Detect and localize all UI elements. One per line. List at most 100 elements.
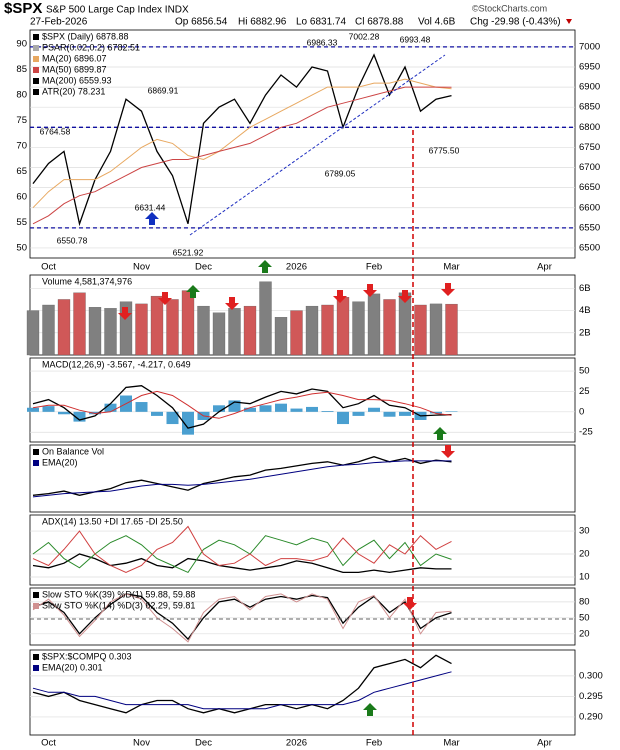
y-tick-label: 6650	[579, 182, 600, 193]
histogram-bar	[213, 405, 225, 412]
series-line	[32, 535, 452, 574]
y-tick-label: 50	[579, 366, 590, 377]
x-tick-label: Oct	[41, 262, 56, 273]
y-tick-label: 0	[579, 406, 584, 417]
histogram-bar	[445, 411, 458, 412]
date: 27-Feb-2026	[30, 17, 88, 28]
sell-arrow	[441, 283, 455, 296]
series-line	[32, 456, 452, 496]
x-tick-label: Mar	[443, 262, 459, 273]
legend-label: Slow STO %K(39) %D(1) 59.88, 59.88	[42, 589, 195, 599]
y-tick-label: 4B	[579, 305, 591, 316]
x-tick-label: 2026	[286, 262, 307, 273]
price-annotation: 6775.50	[429, 145, 460, 155]
histogram-bar	[244, 407, 256, 412]
price-annotation: 6521.92	[173, 247, 204, 257]
volume-bar	[181, 290, 195, 356]
price-annotation: 6764.58	[40, 126, 71, 136]
change-arrow	[566, 19, 572, 24]
y-tick-label: 6900	[579, 82, 600, 93]
volume-bar	[429, 303, 443, 356]
panel-frame	[29, 587, 576, 646]
panel-frame	[29, 29, 576, 259]
quote-field: Vol 4.6B	[418, 17, 456, 28]
legend-swatch	[33, 45, 39, 51]
legend-swatch	[33, 603, 39, 609]
volume-bar	[197, 305, 210, 356]
y-tick-label: 20	[579, 549, 590, 560]
histogram-bar	[306, 406, 318, 412]
quote-field: Hi 6882.96	[238, 17, 287, 28]
price-annotation: 6993.48	[400, 34, 431, 44]
histogram-bar	[73, 411, 86, 422]
volume-bar	[88, 307, 102, 356]
y-tick-label: 10	[579, 571, 590, 582]
y2-tick-label: 70	[16, 140, 27, 151]
legend-swatch	[33, 56, 39, 62]
volume-bar	[243, 305, 257, 356]
histogram-bar	[166, 411, 179, 425]
volume-bar	[135, 303, 148, 356]
price-annotation: 6789.05	[325, 168, 356, 178]
buy-arrow	[363, 703, 377, 716]
sell-arrow	[403, 597, 417, 610]
volume-bar	[336, 297, 350, 356]
legend-label: Volume 4,581,374,976	[42, 276, 132, 286]
volume-bar	[305, 305, 319, 356]
series-line	[32, 86, 452, 225]
legend-label: EMA(20) 0.301	[42, 662, 103, 672]
legend-swatch	[33, 460, 39, 466]
y2-tick-label: 50	[16, 242, 27, 253]
y-tick-label: 6600	[579, 202, 600, 213]
y2-tick-label: 75	[16, 115, 27, 126]
x-tick-label: Feb	[366, 738, 382, 749]
legend-swatch	[33, 449, 39, 455]
y-tick-label: 6850	[579, 102, 600, 113]
series-line	[32, 593, 452, 643]
sell-arrow	[333, 290, 347, 303]
credit: ©StockCharts.com	[472, 3, 547, 13]
y-tick-label: 25	[579, 386, 590, 397]
volume-bar	[445, 303, 458, 356]
y2-tick-label: 90	[16, 38, 27, 49]
volume-bar	[228, 308, 241, 356]
volume-bar	[290, 310, 303, 356]
legend-swatch	[33, 592, 39, 598]
buy-arrow	[258, 260, 272, 273]
x-tick-label: Nov	[133, 738, 150, 749]
volume-bar	[26, 310, 40, 356]
legend-swatch	[33, 34, 39, 40]
y-tick-label: 2B	[579, 327, 591, 338]
histogram-bar	[27, 407, 39, 412]
x-tick-label: Apr	[537, 262, 552, 273]
sell-arrow	[441, 445, 455, 458]
histogram-bar	[259, 405, 272, 412]
quote-field: Op 6856.54	[175, 17, 228, 28]
volume-bar	[73, 292, 86, 356]
histogram-bar	[42, 406, 55, 412]
y-tick-label: 0.300	[579, 670, 603, 681]
series-line	[32, 390, 452, 419]
series-line	[32, 671, 452, 710]
panel-frame	[29, 514, 576, 586]
sell-arrow	[363, 284, 377, 297]
panel-frame	[29, 444, 576, 513]
y-tick-label: 20	[579, 628, 590, 639]
y2-tick-label: 55	[16, 217, 27, 228]
legend-label: Slow STO %K(14) %D(3) 62.29, 59.81	[42, 600, 195, 610]
volume-bar	[166, 299, 179, 356]
y-tick-label: 6700	[579, 162, 600, 173]
symbol: $SPX	[4, 0, 42, 17]
y-tick-label: 6550	[579, 222, 600, 233]
series-line	[32, 654, 452, 714]
y2-tick-label: 85	[16, 64, 27, 75]
histogram-bar	[182, 411, 194, 435]
x-tick-label: Dec	[195, 262, 212, 273]
volume-bar	[414, 304, 427, 356]
x-tick-label: Dec	[195, 738, 212, 749]
volume-bar	[150, 295, 164, 356]
histogram-bar	[228, 400, 241, 412]
histogram-bar	[352, 411, 365, 416]
legend-swatch	[33, 78, 39, 84]
panel-frame	[29, 649, 576, 736]
